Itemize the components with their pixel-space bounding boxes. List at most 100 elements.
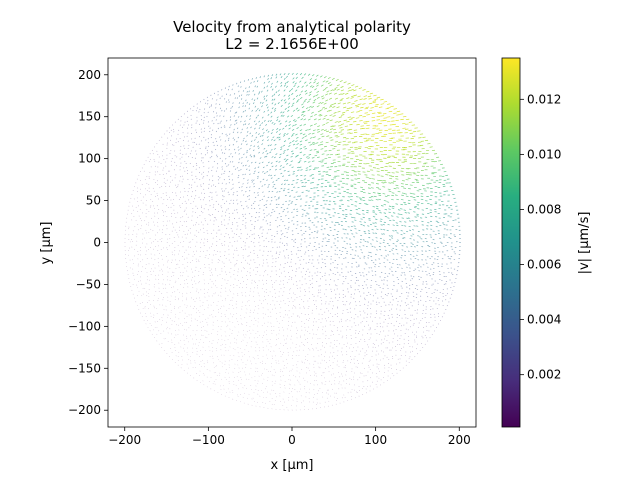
vector-arrow xyxy=(355,117,360,119)
vector-arrow xyxy=(243,177,245,180)
vector-arrow xyxy=(340,123,345,125)
vector-arrow xyxy=(344,125,349,127)
vector-arrow xyxy=(367,225,370,227)
vector-arrow xyxy=(329,105,333,108)
vector-arrow xyxy=(255,123,257,126)
vector-arrow xyxy=(208,213,210,215)
vector-arrow xyxy=(233,165,235,168)
vector-arrow xyxy=(192,207,194,209)
vector-arrow xyxy=(228,194,230,196)
vector-arrow xyxy=(311,111,314,114)
chart-title: Velocity from analytical polarity xyxy=(173,18,411,36)
vector-arrow xyxy=(286,133,289,136)
vector-arrow xyxy=(187,191,189,193)
vector-arrow xyxy=(388,182,392,184)
vector-arrow xyxy=(275,73,278,76)
vector-arrow xyxy=(224,163,227,165)
vector-arrow xyxy=(223,202,226,204)
vector-arrow xyxy=(196,143,198,145)
vector-arrow xyxy=(225,188,227,190)
vector-arrow xyxy=(334,97,339,100)
vector-arrow xyxy=(216,194,218,196)
vector-arrow xyxy=(295,89,298,92)
vector-arrow xyxy=(353,89,357,92)
vector-arrow xyxy=(257,166,260,168)
vector-arrow xyxy=(387,217,390,219)
vector-arrow xyxy=(244,123,247,126)
vector-arrow xyxy=(316,128,320,131)
vector-arrow xyxy=(351,102,355,105)
vector-arrow xyxy=(336,106,340,109)
vector-arrow xyxy=(307,73,311,76)
vector-arrow xyxy=(204,127,206,129)
vector-arrow xyxy=(370,187,374,189)
vector-arrow xyxy=(192,141,194,143)
vector-arrow xyxy=(214,209,216,211)
vector-arrow xyxy=(397,190,401,193)
vector-arrow xyxy=(326,130,330,133)
vector-arrow xyxy=(271,88,274,91)
vector-arrow xyxy=(405,195,409,197)
vector-arrow xyxy=(285,120,288,123)
vector-arrow xyxy=(234,168,237,170)
vector-arrow xyxy=(322,106,326,109)
vector-arrow xyxy=(280,207,283,209)
vector-arrow xyxy=(236,191,238,193)
vector-arrow xyxy=(369,92,374,95)
vector-arrow xyxy=(291,152,295,155)
vector-arrow xyxy=(285,75,288,78)
vector-arrow xyxy=(353,121,357,123)
vector-arrow xyxy=(237,131,239,134)
vector-arrow xyxy=(275,153,278,155)
vector-arrow xyxy=(303,118,307,121)
vector-arrow xyxy=(292,171,296,173)
vector-arrow xyxy=(372,100,377,102)
vector-arrow xyxy=(288,97,291,100)
vector-arrow xyxy=(198,167,200,169)
vector-arrow xyxy=(211,196,213,198)
vector-arrow xyxy=(242,194,245,196)
vector-arrow xyxy=(301,85,304,88)
vector-arrow xyxy=(232,224,234,226)
vector-arrow xyxy=(359,120,363,122)
vector-arrow xyxy=(246,115,248,118)
vector-arrow xyxy=(228,101,230,103)
vector-arrow xyxy=(253,120,256,123)
vector-arrow xyxy=(220,221,223,223)
vector-arrow xyxy=(332,106,336,108)
vector-arrow xyxy=(291,72,294,76)
vector-arrow xyxy=(307,109,311,112)
vector-arrow xyxy=(359,98,363,101)
vector-arrow xyxy=(316,90,320,93)
vector-arrow xyxy=(258,187,261,190)
vector-arrow xyxy=(399,242,402,244)
vector-arrow xyxy=(311,106,315,109)
vector-arrow xyxy=(169,170,171,172)
vector-arrow xyxy=(375,183,379,185)
vector-arrow xyxy=(218,182,220,184)
vector-arrow xyxy=(297,116,300,119)
vector-arrow xyxy=(176,156,178,158)
vector-arrow xyxy=(357,95,361,98)
vector-arrow xyxy=(208,183,210,185)
vector-arrow xyxy=(258,92,260,95)
vector-arrow xyxy=(254,196,257,199)
vector-arrow xyxy=(309,137,313,139)
vector-arrow xyxy=(234,112,236,114)
vector-arrow xyxy=(242,139,245,142)
vector-arrow xyxy=(174,155,176,157)
vector-arrow xyxy=(304,139,308,142)
vector-arrow xyxy=(293,119,296,122)
vector-arrow xyxy=(266,85,269,88)
vector-arrow xyxy=(293,186,296,188)
vector-arrow xyxy=(225,158,227,160)
vector-arrow xyxy=(259,157,262,159)
vector-arrow xyxy=(207,138,209,140)
vector-arrow xyxy=(362,225,365,227)
vector-arrow xyxy=(307,157,311,159)
vector-arrow xyxy=(286,115,290,118)
vector-arrow xyxy=(309,149,313,151)
vector-arrow xyxy=(170,160,172,162)
vector-arrow xyxy=(288,174,291,176)
vector-arrow xyxy=(267,186,270,188)
